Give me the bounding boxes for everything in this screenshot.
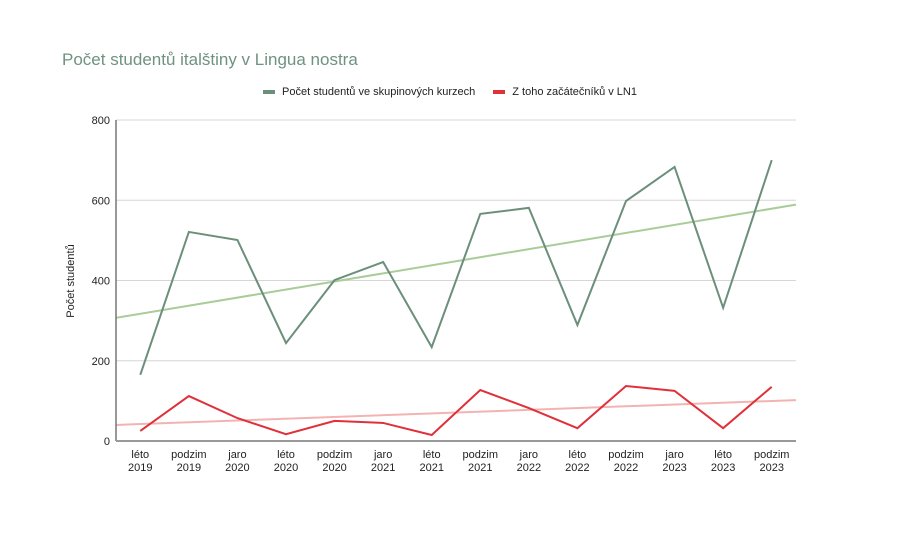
y-tick-label: 0	[104, 436, 110, 448]
legend-label-groups: Počet studentů ve skupinových kurzech	[282, 86, 476, 98]
x-tick-label: jaro 2022	[517, 449, 541, 474]
x-tick-label: podzim 2019	[171, 449, 206, 474]
y-tick-label: 600	[92, 195, 110, 207]
series-line-1	[139, 384, 773, 437]
y-tick-label: 200	[92, 356, 110, 368]
x-tick-label: jaro 2023	[662, 449, 686, 474]
x-tick-label: léto 2020	[274, 449, 298, 474]
chart-title: Počet studentů italštiny v Lingua nostra	[62, 50, 358, 69]
x-tick-label: podzim 2023	[754, 449, 789, 474]
x-tick-label: léto 2022	[565, 449, 589, 474]
y-tick-label: 400	[92, 276, 110, 288]
legend-swatch-groups	[263, 90, 276, 94]
x-tick-label: léto 2021	[419, 449, 443, 474]
x-tick-label: podzim 2021	[463, 449, 498, 474]
x-tick-label: léto 2019	[128, 449, 152, 474]
series-line-0	[139, 159, 773, 376]
x-tick-label: podzim 2020	[317, 449, 352, 474]
y-axis-label: Počet studentů	[65, 244, 77, 317]
x-tick-label: jaro 2020	[225, 449, 249, 474]
legend-swatch-beginners	[493, 90, 506, 94]
legend-label-beginners: Z toho začátečníků v LN1	[512, 86, 637, 98]
x-tick-label: podzim 2022	[608, 449, 643, 474]
trendline-0	[115, 203, 797, 319]
y-tick-label: 800	[92, 115, 110, 127]
x-tick-label: jaro 2021	[371, 449, 395, 474]
x-tick-label: léto 2023	[711, 449, 735, 474]
legend-item-groups: Počet studentů ve skupinových kurzech	[263, 86, 475, 98]
legend: Počet studentů ve skupinových kurzech Z …	[0, 86, 900, 98]
legend-item-beginners: Z toho začátečníků v LN1	[493, 86, 637, 98]
